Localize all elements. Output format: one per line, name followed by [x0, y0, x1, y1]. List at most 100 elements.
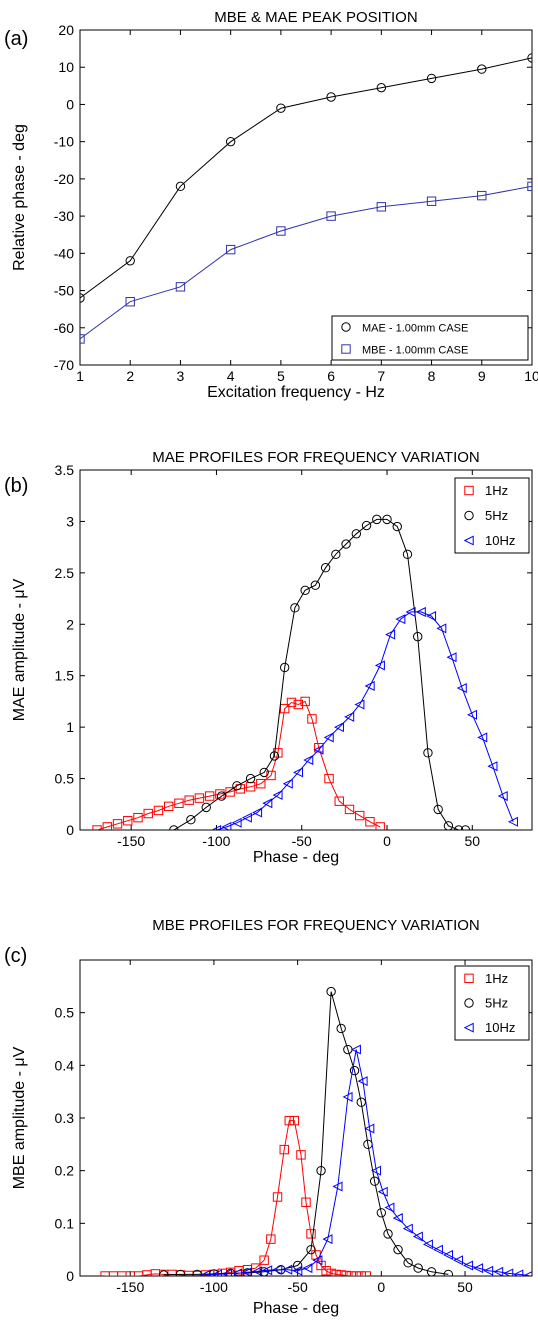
chart-a-data-point — [527, 181, 532, 192]
chart-a-y-axis-label: Relative phase - deg — [11, 124, 28, 271]
chart-c-x-tick-label: -150 — [116, 1279, 144, 1295]
chart-c-data-point — [292, 1260, 303, 1271]
chart-c-data-point — [336, 1270, 346, 1276]
chart-c-data-point — [351, 1271, 361, 1276]
chart-b-y-tick-label: 2 — [66, 616, 74, 632]
chart-b-y-axis-label: MAE amplitude - μV — [11, 578, 28, 721]
chart-b-data-point — [307, 714, 317, 724]
chart-c-series-3 — [200, 1044, 532, 1276]
chart-b-data-point — [143, 808, 153, 819]
chart-c-data-point — [301, 1197, 311, 1207]
chart-a-data-point — [376, 202, 387, 212]
chart-b-data-point — [334, 796, 344, 806]
chart-a-data-point — [80, 334, 85, 344]
chart-a-data-point — [527, 53, 532, 63]
chart-b-y-tick-label: 0 — [66, 822, 74, 838]
chart-b-data-point — [341, 539, 351, 549]
chart-c-data-point — [377, 1186, 388, 1197]
chart-c-data-point — [321, 1266, 331, 1276]
chart-c-legend-label: 1Hz — [485, 971, 508, 986]
chart-a-x-tick-label: 2 — [126, 368, 134, 384]
chart-b-data-point — [497, 791, 508, 802]
chart-b-data-point — [365, 817, 375, 827]
chart-c-data-point — [316, 1165, 326, 1176]
chart-c-data-point — [346, 1271, 356, 1276]
chart-c-data-point — [312, 1255, 323, 1266]
chart-a-data-point — [225, 136, 236, 147]
chart-a-x-tick-label: 10 — [524, 368, 538, 384]
chart-b-data-point — [413, 631, 423, 642]
chart-b-x-tick-label: -150 — [117, 833, 145, 849]
chart-b-y-tick-label: 3.5 — [55, 462, 75, 478]
chart-b-data-point — [269, 751, 280, 761]
chart-a-y-tick-label: -70 — [54, 357, 74, 373]
chart-c-data-point — [302, 1263, 313, 1274]
chart-c-legend-label: 5Hz — [485, 996, 508, 1011]
chart-b-x-tick-label: 0 — [383, 833, 391, 849]
chart-c-data-point — [413, 1263, 423, 1273]
chart-b-data-point — [204, 791, 215, 801]
chart-b-data-point — [232, 781, 242, 791]
chart-c-data-point — [370, 1165, 382, 1176]
chart-a-x-axis-label: Excitation frequency - Hz — [207, 384, 385, 401]
chart-c-legend-marker — [464, 973, 474, 984]
chart-b-data-point — [245, 773, 256, 784]
chart-c-data-point — [100, 1271, 110, 1276]
chart-b-data-point — [361, 520, 372, 531]
chart-c-x-axis-label: Phase - deg — [253, 1300, 339, 1317]
chart-a-y-tick-label: -40 — [54, 245, 74, 261]
chart-b-data-point — [282, 778, 293, 789]
chart-c-data-point — [326, 986, 336, 997]
chart-b-data-point — [235, 784, 246, 794]
chart-a-data-point — [477, 190, 487, 201]
chart-c-legend: 1Hz 5Hz 10Hz — [454, 965, 530, 1041]
chart-b-data-point — [286, 697, 297, 708]
chart-c-data-point — [133, 1271, 144, 1276]
chart-b-data-point — [453, 825, 464, 830]
chart-c-data-point — [266, 1234, 276, 1244]
chart-c-data-point — [361, 1271, 371, 1276]
chart-b-data-point — [456, 683, 467, 694]
chart-b-series-3 — [211, 606, 518, 830]
chart-c-data-point — [117, 1271, 127, 1276]
chart-c-legend-marker — [463, 1022, 474, 1033]
chart-a-y-tick-label: 10 — [58, 59, 74, 75]
chart-a-y-tick-label: -30 — [54, 208, 74, 224]
chart-b-data-point — [221, 821, 232, 830]
chart-b-y-tick-label: 1 — [66, 719, 74, 735]
chart-c-y-tick-label: 0.5 — [55, 1005, 75, 1021]
chart-c-y-tick-label: 0 — [66, 1268, 74, 1284]
chart-c-data-point — [289, 1115, 299, 1126]
chart-c-data-point — [259, 1267, 269, 1276]
chart-b-x-axis-label: Phase - deg — [253, 849, 339, 866]
chart-b-data-point — [241, 812, 252, 823]
chart-c-data-point — [296, 1150, 306, 1160]
chart-b-legend-marker — [464, 510, 474, 521]
chart-c-data-point — [463, 1260, 474, 1271]
chart-a-y-tick-label: 20 — [58, 22, 74, 38]
chart-c-panel-label: (c) — [4, 945, 27, 967]
chart-b-data-point — [92, 825, 102, 830]
chart-b-data-point — [211, 824, 222, 830]
chart-c-x-tick-label: 0 — [377, 1279, 385, 1295]
chart-b-data-point — [320, 563, 331, 573]
chart-c-legend-marker — [464, 998, 474, 1008]
chart-b-y-tick-label: 2.5 — [55, 565, 75, 581]
chart-b-y-tick-label: 1.5 — [55, 668, 75, 684]
chart-c-data-point — [279, 1144, 289, 1155]
chart-b-data-point — [460, 825, 471, 830]
chart-a-y-tick-label: -60 — [54, 320, 74, 336]
chart-b-data-point — [443, 821, 454, 830]
chart-c-data-point — [242, 1267, 253, 1276]
chart-c-data-point — [350, 1044, 361, 1055]
chart-b: -150 -100 -50 0 50 0 0.5 1 1.5 2 2.5 3 3.5 MAE PROFIL… — [4, 449, 533, 866]
chart-b-data-point — [293, 767, 304, 778]
chart-c-data-point — [483, 1265, 494, 1276]
chart-b-data-point — [184, 795, 194, 805]
chart-c-data-point — [326, 1268, 336, 1276]
chart-c-data-point — [403, 1258, 413, 1268]
chart-b-data-point — [262, 798, 273, 809]
chart-b-data-point — [300, 585, 310, 596]
chart-b-data-point — [225, 787, 235, 797]
chart-a-data-point — [225, 244, 236, 255]
